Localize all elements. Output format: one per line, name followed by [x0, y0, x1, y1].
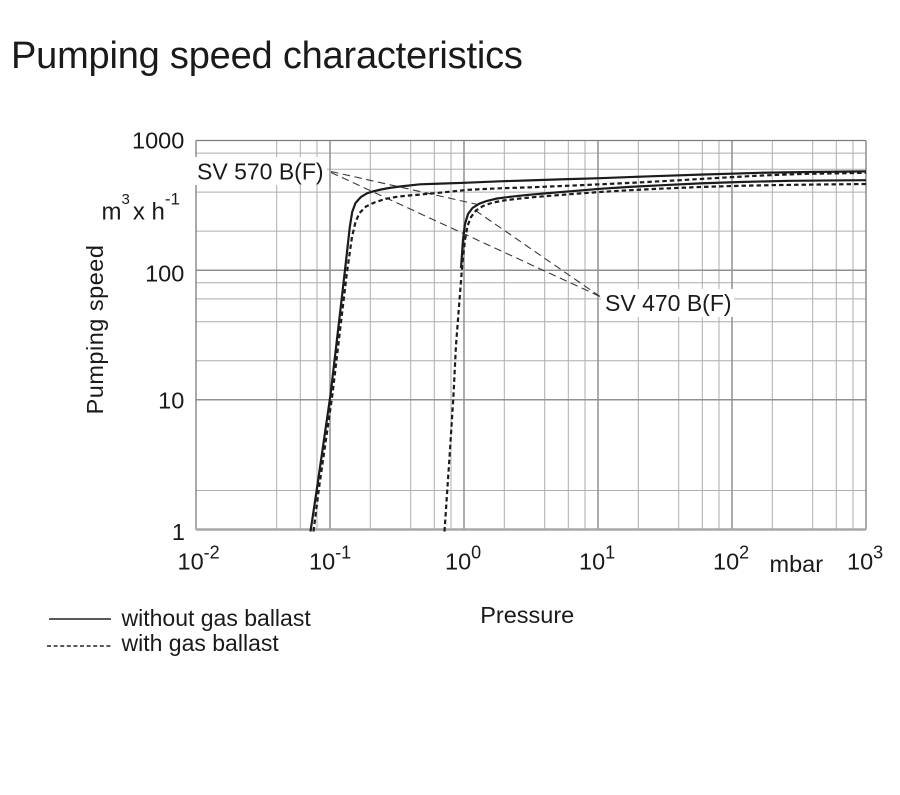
- svg-text:mbar: mbar: [770, 551, 824, 577]
- svg-text:Pumping speed: Pumping speed: [82, 245, 108, 415]
- svg-text:SV 470 B(F): SV 470 B(F): [605, 290, 732, 316]
- svg-text:SV 570 B(F): SV 570 B(F): [197, 159, 324, 185]
- svg-text:with gas ballast: with gas ballast: [121, 630, 280, 656]
- svg-text:1000: 1000: [132, 128, 184, 154]
- svg-text:102: 102: [713, 542, 749, 574]
- svg-text:1: 1: [172, 519, 185, 545]
- svg-text:Pressure: Pressure: [480, 602, 574, 628]
- svg-text:without gas ballast: without gas ballast: [121, 605, 312, 631]
- svg-text:100: 100: [145, 261, 184, 287]
- svg-text:Pumping speed characteristics: Pumping speed characteristics: [11, 35, 523, 77]
- svg-text:10-1: 10-1: [309, 542, 351, 574]
- svg-text:10: 10: [158, 388, 184, 414]
